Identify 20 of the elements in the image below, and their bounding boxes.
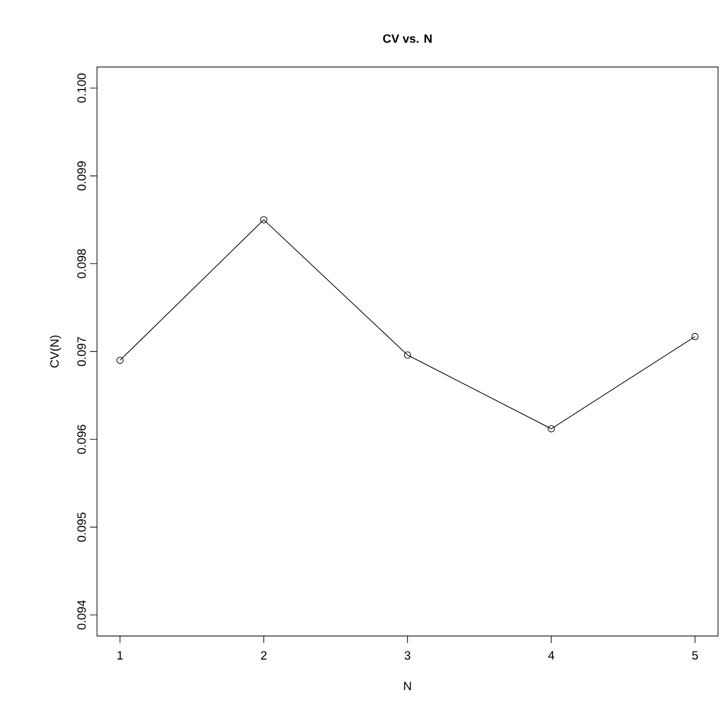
x-tick-label: 4 <box>548 651 554 660</box>
y-axis-title: CV(N) <box>50 336 62 368</box>
x-axis-title: N <box>404 682 411 690</box>
x-tick-label: 2 <box>261 651 266 660</box>
point <box>116 356 124 364</box>
x-tick-label: 1 <box>118 651 123 660</box>
y-tick-label: 0.096 <box>77 424 86 454</box>
x-tick-label: 3 <box>404 651 410 660</box>
y-tick-label: 0.100 <box>77 74 86 103</box>
x-tick-label: 5 <box>692 651 698 660</box>
point <box>260 216 268 224</box>
point <box>548 425 555 432</box>
y-tick-label: 0.094 <box>77 600 86 630</box>
point <box>691 333 699 340</box>
y-tick-label: 0.097 <box>77 337 86 366</box>
point <box>404 351 412 359</box>
chart-title: CV vs. N <box>383 34 432 43</box>
y-tick-label: 0.095 <box>77 512 86 542</box>
y-tick-label: 0.099 <box>77 161 86 190</box>
y-tick-label: 0.098 <box>77 249 86 278</box>
